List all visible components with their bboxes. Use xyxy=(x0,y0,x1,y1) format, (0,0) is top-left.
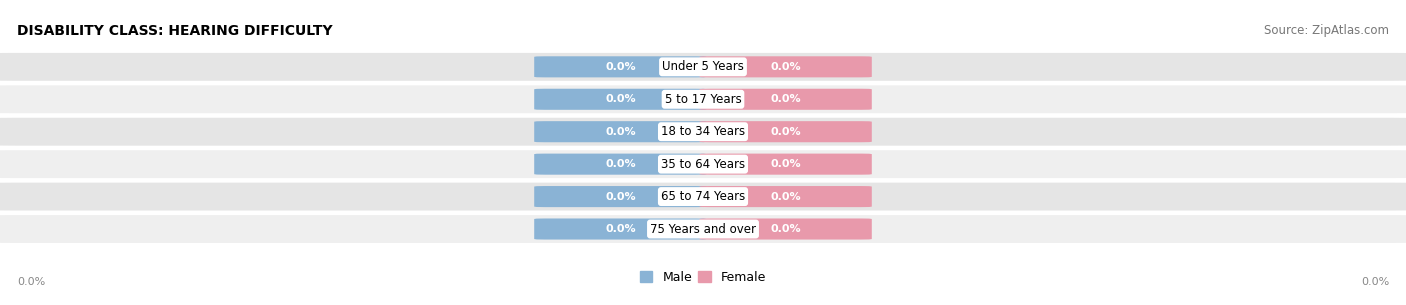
FancyBboxPatch shape xyxy=(534,218,706,239)
Text: 0.0%: 0.0% xyxy=(770,94,801,104)
Text: Under 5 Years: Under 5 Years xyxy=(662,60,744,73)
FancyBboxPatch shape xyxy=(0,150,1406,178)
FancyBboxPatch shape xyxy=(700,154,872,175)
Text: 0.0%: 0.0% xyxy=(605,159,636,169)
FancyBboxPatch shape xyxy=(700,89,872,110)
FancyBboxPatch shape xyxy=(700,121,872,142)
FancyBboxPatch shape xyxy=(700,56,872,77)
Legend: Male, Female: Male, Female xyxy=(636,266,770,289)
FancyBboxPatch shape xyxy=(534,121,706,142)
FancyBboxPatch shape xyxy=(700,218,872,239)
Text: Source: ZipAtlas.com: Source: ZipAtlas.com xyxy=(1264,24,1389,38)
FancyBboxPatch shape xyxy=(0,85,1406,113)
Text: 65 to 74 Years: 65 to 74 Years xyxy=(661,190,745,203)
Text: 0.0%: 0.0% xyxy=(770,224,801,234)
Text: 18 to 34 Years: 18 to 34 Years xyxy=(661,125,745,138)
Text: 0.0%: 0.0% xyxy=(605,127,636,137)
Text: 0.0%: 0.0% xyxy=(770,159,801,169)
FancyBboxPatch shape xyxy=(534,56,706,77)
Text: 0.0%: 0.0% xyxy=(17,277,45,287)
Text: 0.0%: 0.0% xyxy=(605,224,636,234)
FancyBboxPatch shape xyxy=(0,183,1406,210)
Text: 0.0%: 0.0% xyxy=(605,192,636,202)
FancyBboxPatch shape xyxy=(700,186,872,207)
FancyBboxPatch shape xyxy=(534,186,706,207)
Text: 0.0%: 0.0% xyxy=(1361,277,1389,287)
Text: 5 to 17 Years: 5 to 17 Years xyxy=(665,93,741,106)
Text: 0.0%: 0.0% xyxy=(770,127,801,137)
FancyBboxPatch shape xyxy=(0,215,1406,243)
FancyBboxPatch shape xyxy=(0,53,1406,81)
FancyBboxPatch shape xyxy=(534,89,706,110)
FancyBboxPatch shape xyxy=(0,118,1406,146)
Text: 0.0%: 0.0% xyxy=(770,62,801,72)
Text: DISABILITY CLASS: HEARING DIFFICULTY: DISABILITY CLASS: HEARING DIFFICULTY xyxy=(17,24,332,38)
Text: 75 Years and over: 75 Years and over xyxy=(650,223,756,235)
Text: 0.0%: 0.0% xyxy=(605,94,636,104)
FancyBboxPatch shape xyxy=(534,154,706,175)
Text: 0.0%: 0.0% xyxy=(605,62,636,72)
Text: 0.0%: 0.0% xyxy=(770,192,801,202)
Text: 35 to 64 Years: 35 to 64 Years xyxy=(661,158,745,170)
